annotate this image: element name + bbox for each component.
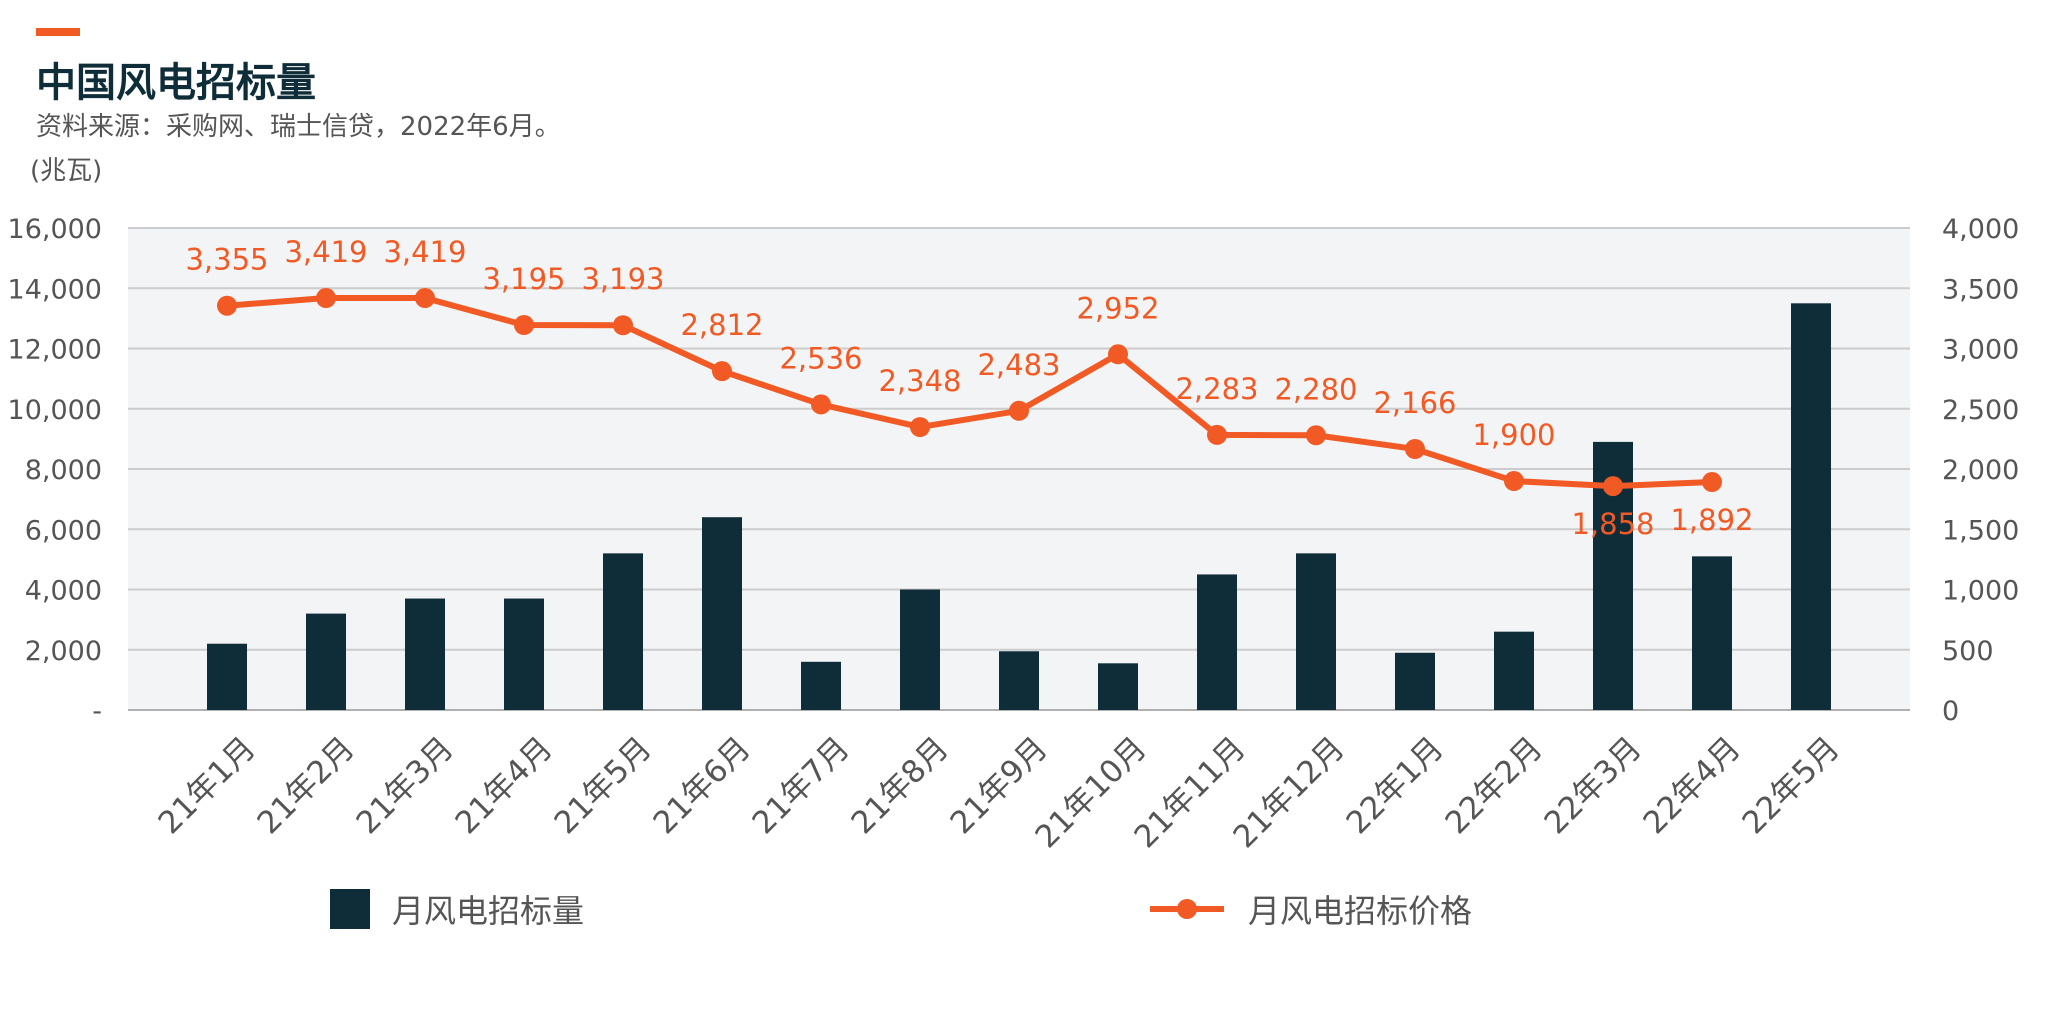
accent-bar: [36, 28, 80, 36]
y-left-tick-label: 12,000: [8, 335, 102, 366]
y-right-tick-label: 0: [1942, 696, 1959, 727]
price-data-label: 2,483: [977, 348, 1060, 382]
price-data-label: 2,348: [878, 364, 961, 398]
bar: [1494, 631, 1534, 710]
chart-source: 资料来源：采购网、瑞士信贷，2022年6月。: [36, 112, 561, 142]
price-point: [1009, 400, 1029, 421]
y-left-tick-label: 16,000: [8, 214, 102, 245]
y-left-tick-label: -: [92, 696, 102, 727]
price-point: [514, 315, 534, 336]
y-right-tick-label: 3,500: [1942, 274, 2019, 305]
price-line: [226, 295, 1713, 490]
x-tick-label: 21年8月: [845, 730, 956, 841]
x-tick-label: 22年4月: [1637, 730, 1748, 841]
price-data-label: 2,280: [1274, 372, 1357, 406]
y-right-tick-label: 4,000: [1942, 214, 2019, 245]
legend-bar-label: 月风电招标量: [392, 892, 585, 930]
x-tick-label: 22年5月: [1736, 730, 1847, 841]
price-data-label: 1,892: [1670, 503, 1753, 537]
price-point: [811, 394, 831, 415]
x-tick-label: 21年1月: [152, 730, 263, 841]
price-data-label: 3,355: [185, 243, 268, 277]
price-data-label: 2,166: [1373, 386, 1456, 420]
bar: [603, 553, 643, 710]
bar: [1692, 556, 1732, 710]
price-point: [217, 295, 237, 316]
price-data-label: 3,419: [383, 235, 466, 269]
x-tick-label: 22年2月: [1439, 730, 1550, 841]
bar: [1395, 652, 1435, 710]
bar: [1296, 553, 1336, 710]
price-data-label: 2,952: [1076, 291, 1159, 325]
price-point: [1702, 472, 1722, 493]
x-tick-label: 21年7月: [746, 730, 857, 841]
x-tick-label: 21年4月: [449, 730, 560, 841]
price-point: [316, 288, 336, 309]
price-point: [613, 315, 633, 336]
y-right-tick-label: 2,000: [1942, 455, 2019, 486]
bar: [900, 589, 940, 710]
price-point: [415, 288, 435, 309]
price-data-label: 2,283: [1175, 372, 1258, 406]
price-data-label: 2,812: [680, 308, 763, 342]
price-point: [910, 417, 930, 438]
bar: [1791, 303, 1831, 710]
y-left-tick-label: 8,000: [25, 455, 102, 486]
price-data-label: 1,900: [1472, 418, 1555, 452]
x-tick-label: 22年1月: [1340, 730, 1451, 841]
x-tick-label: 21年6月: [647, 730, 758, 841]
legend-bar-swatch: [330, 889, 370, 929]
bar: [405, 598, 445, 710]
bar: [504, 598, 544, 710]
y-right-tick-label: 2,500: [1942, 395, 2019, 426]
chart-title: 中国风电招标量: [36, 60, 316, 106]
bar: [999, 651, 1039, 710]
price-point: [1504, 471, 1524, 492]
legend-item-line: 月风电招标价格: [1150, 886, 1472, 932]
price-data-label: 3,195: [482, 262, 565, 296]
y-left-tick-label: 4,000: [25, 576, 102, 607]
price-point: [1108, 344, 1128, 365]
bar: [306, 613, 346, 710]
price-data-label: 2,536: [779, 341, 862, 375]
price-point: [1603, 476, 1623, 497]
legend-line-label: 月风电招标价格: [1248, 892, 1473, 930]
y-left-tick-label: 14,000: [8, 274, 102, 305]
y-right-tick-label: 1,000: [1942, 576, 2019, 607]
price-point: [1405, 438, 1425, 459]
y-left-tick-label: 10,000: [8, 395, 102, 426]
bar: [1197, 574, 1237, 710]
price-data-label: 1,858: [1571, 507, 1654, 541]
price-point: [712, 361, 732, 382]
legend-line-swatch: [1150, 899, 1224, 919]
y-right-tick-label: 1,500: [1942, 515, 2019, 546]
y-right-tick-label: 500: [1942, 636, 1994, 667]
price-point: [1306, 425, 1326, 446]
x-tick-label: 21年5月: [548, 730, 659, 841]
x-tick-label: 21年3月: [350, 730, 461, 841]
bar: [207, 643, 247, 710]
bar: [1098, 663, 1138, 710]
legend-item-bars: 月风电招标量: [330, 886, 584, 932]
y-left-tick-label: 6,000: [25, 515, 102, 546]
x-tick-label: 21年2月: [251, 730, 362, 841]
y-left-tick-label: 2,000: [25, 636, 102, 667]
unit-label: (兆瓦): [30, 156, 103, 186]
price-point: [1207, 424, 1227, 445]
bar: [702, 517, 742, 710]
x-tick-label: 22年3月: [1538, 730, 1649, 841]
y-right-tick-label: 3,000: [1942, 335, 2019, 366]
bar: [801, 661, 841, 710]
price-data-label: 3,193: [581, 262, 664, 296]
price-data-label: 3,419: [284, 235, 367, 269]
